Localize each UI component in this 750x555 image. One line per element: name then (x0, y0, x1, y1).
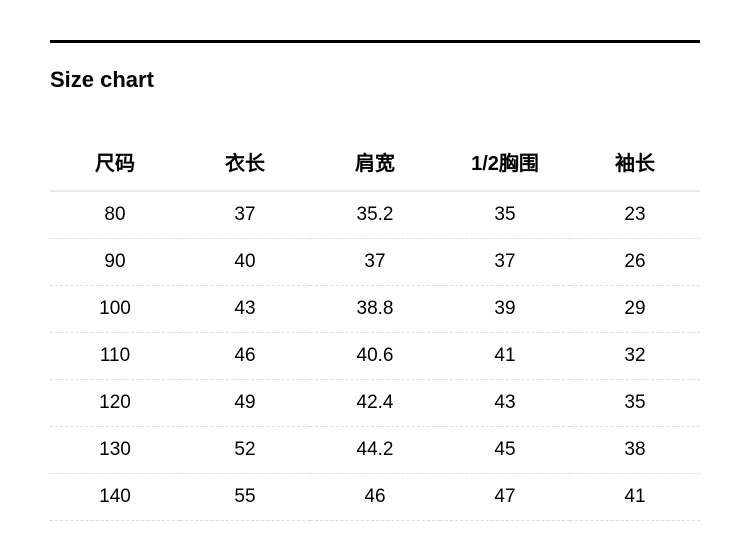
cell: 32 (570, 333, 700, 380)
size-chart-table: 尺码 衣长 肩宽 1/2胸围 袖长 80 37 35.2 35 23 90 40… (50, 133, 700, 521)
cell: 90 (50, 239, 180, 286)
cell: 42.4 (310, 380, 440, 427)
cell: 35 (570, 380, 700, 427)
cell: 37 (180, 191, 310, 239)
cell: 38 (570, 427, 700, 474)
table-row: 100 43 38.8 39 29 (50, 286, 700, 333)
cell: 39 (440, 286, 570, 333)
cell: 45 (440, 427, 570, 474)
cell: 110 (50, 333, 180, 380)
cell: 23 (570, 191, 700, 239)
cell: 38.8 (310, 286, 440, 333)
cell: 52 (180, 427, 310, 474)
table-row: 120 49 42.4 43 35 (50, 380, 700, 427)
cell: 41 (570, 474, 700, 521)
col-header-shoulder: 肩宽 (310, 133, 440, 191)
cell: 44.2 (310, 427, 440, 474)
col-header-length: 衣长 (180, 133, 310, 191)
cell: 41 (440, 333, 570, 380)
cell: 35 (440, 191, 570, 239)
table-header-row: 尺码 衣长 肩宽 1/2胸围 袖长 (50, 133, 700, 191)
col-header-size: 尺码 (50, 133, 180, 191)
cell: 49 (180, 380, 310, 427)
cell: 140 (50, 474, 180, 521)
table-row: 90 40 37 37 26 (50, 239, 700, 286)
cell: 80 (50, 191, 180, 239)
cell: 100 (50, 286, 180, 333)
table-row: 110 46 40.6 41 32 (50, 333, 700, 380)
cell: 40.6 (310, 333, 440, 380)
cell: 43 (180, 286, 310, 333)
cell: 55 (180, 474, 310, 521)
cell: 43 (440, 380, 570, 427)
cell: 47 (440, 474, 570, 521)
table-row: 80 37 35.2 35 23 (50, 191, 700, 239)
cell: 130 (50, 427, 180, 474)
cell: 46 (180, 333, 310, 380)
col-header-sleeve: 袖长 (570, 133, 700, 191)
cell: 29 (570, 286, 700, 333)
table-row: 140 55 46 47 41 (50, 474, 700, 521)
cell: 37 (440, 239, 570, 286)
table-row: 130 52 44.2 45 38 (50, 427, 700, 474)
cell: 120 (50, 380, 180, 427)
page-title: Size chart (50, 67, 700, 93)
cell: 40 (180, 239, 310, 286)
cell: 37 (310, 239, 440, 286)
cell: 35.2 (310, 191, 440, 239)
top-rule (50, 40, 700, 43)
cell: 46 (310, 474, 440, 521)
cell: 26 (570, 239, 700, 286)
col-header-chest: 1/2胸围 (440, 133, 570, 191)
